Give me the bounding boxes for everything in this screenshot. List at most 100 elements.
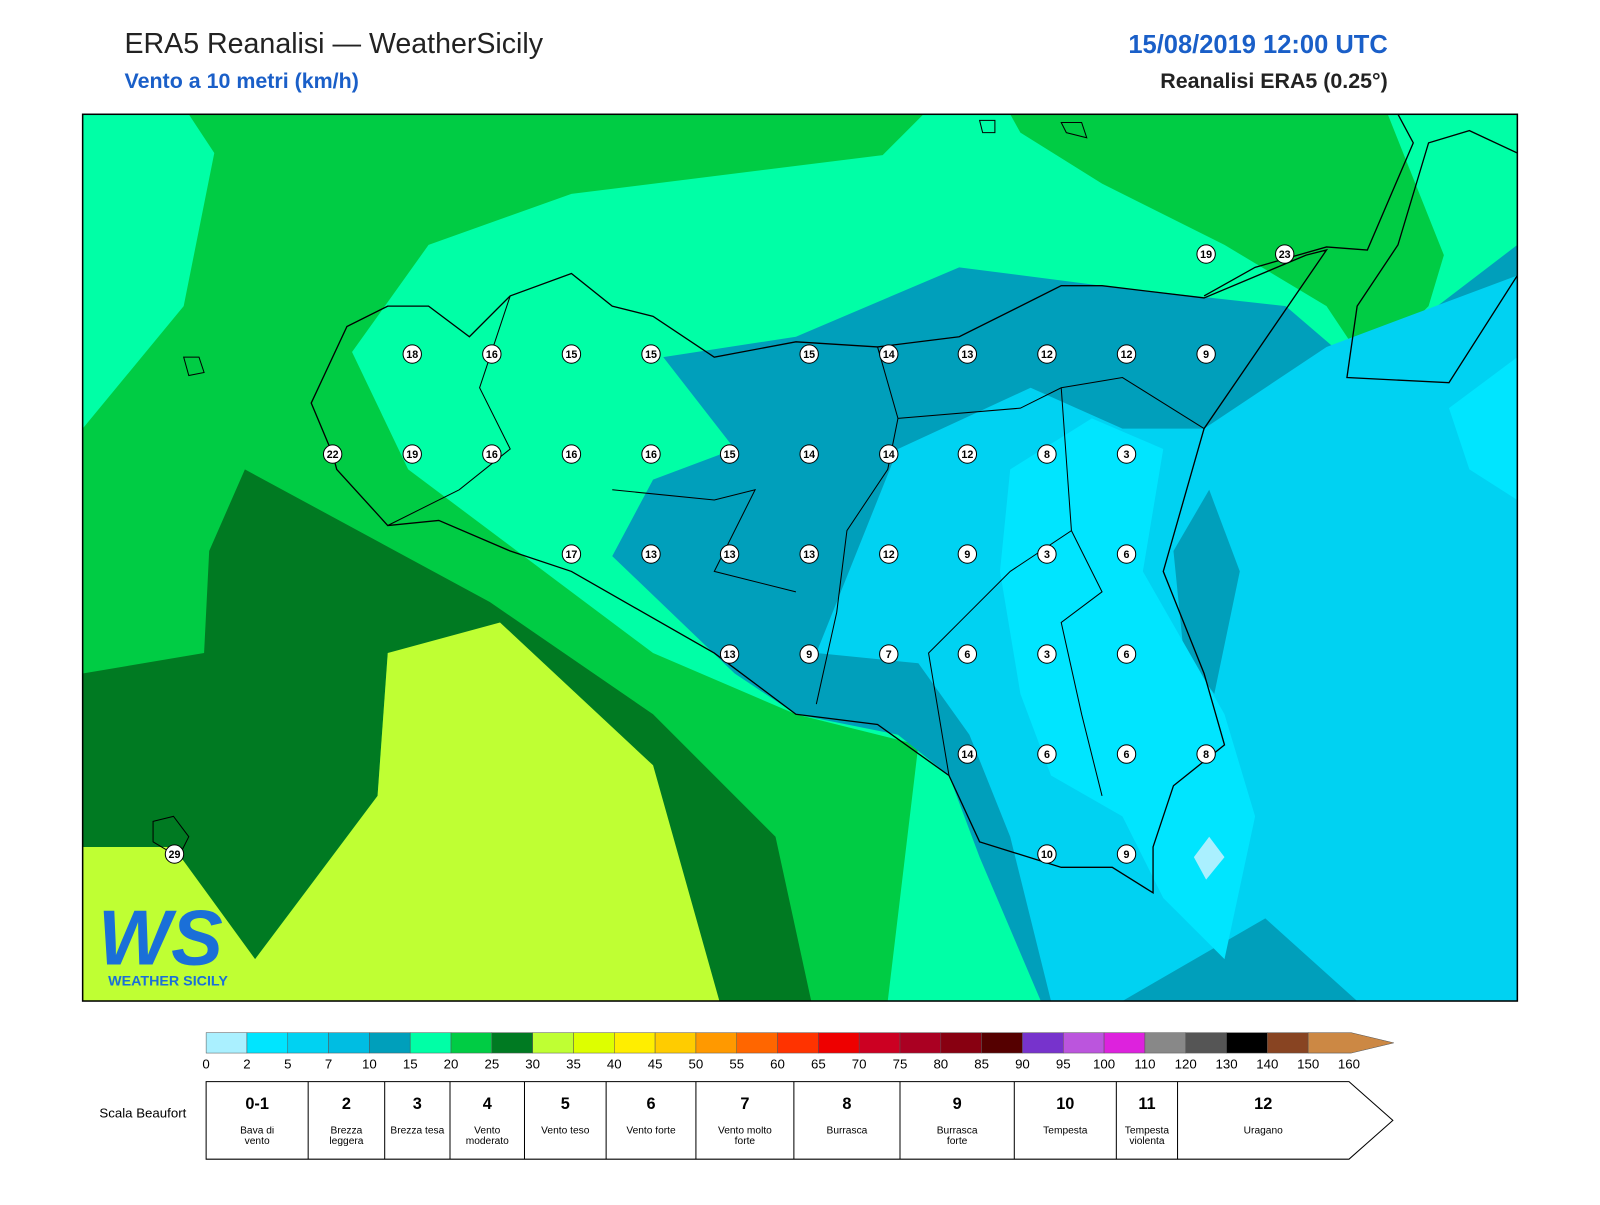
station-value: 19	[406, 449, 418, 461]
station-value: 14	[883, 349, 895, 361]
colorbar-tick-label: 95	[1056, 1056, 1071, 1071]
station-marker	[719, 644, 740, 664]
colorbar-swatch	[818, 1032, 860, 1054]
station-value: 6	[1124, 549, 1130, 561]
station-marker	[879, 344, 899, 364]
beaufort-name-box: Uragano	[1244, 1127, 1283, 1137]
station-marker	[641, 444, 661, 464]
station-marker	[799, 344, 819, 364]
colorbar-tick-label: 7	[325, 1056, 332, 1071]
station-marker	[1116, 644, 1137, 664]
station-marker	[561, 544, 582, 564]
beaufort-force: 0-1	[245, 1095, 269, 1113]
colorbar-tick-label: 160	[1338, 1056, 1360, 1071]
beaufort-frame	[205, 1081, 1394, 1160]
beaufort-force: 12	[1254, 1095, 1272, 1113]
colorbar-swatch	[1267, 1032, 1309, 1054]
colorbar-swatch	[246, 1032, 289, 1054]
colorbar-tick-label: 65	[811, 1056, 826, 1071]
beaufort-force: 8	[842, 1095, 851, 1113]
station-value: 6	[1124, 749, 1130, 761]
station-value: 9	[964, 549, 970, 561]
beaufort-name-box: Tempesta	[1043, 1127, 1087, 1137]
colorbar-swatch	[450, 1032, 493, 1054]
station-marker	[1116, 744, 1137, 764]
colorbar-swatch	[1144, 1032, 1186, 1054]
logo-caption: WEATHER SICILY	[108, 974, 228, 990]
station-value: 8	[1044, 449, 1050, 461]
station-marker	[879, 444, 899, 464]
colorbar-tick-label: 0	[202, 1056, 209, 1071]
beaufort-name-box: Vento molto forte	[718, 1127, 772, 1147]
station-value: 16	[486, 349, 498, 361]
station-marker	[482, 444, 502, 464]
colorbar-tick-label: 2	[243, 1056, 250, 1071]
beaufort-name: Vento moderato	[465, 1126, 509, 1147]
beaufort-name-box: Tempesta violenta	[1125, 1127, 1169, 1147]
station-marker	[1196, 344, 1216, 364]
colorbar-swatch	[1103, 1032, 1146, 1054]
title: ERA5 Reanalisi — WeatherSicily	[124, 28, 543, 60]
colorbar-swatch	[205, 1032, 248, 1054]
beaufort-name-box: Burrasca forte	[937, 1127, 978, 1147]
colorbar-swatch	[369, 1032, 411, 1054]
station-value: 3	[1044, 549, 1050, 561]
beaufort-force: 5	[561, 1095, 570, 1113]
beaufort-force: 11	[1138, 1095, 1155, 1113]
station-marker	[879, 544, 899, 564]
station-value: 16	[486, 449, 498, 461]
station-marker	[879, 644, 899, 664]
colorbar-tick-label: 20	[444, 1056, 459, 1071]
station-value: 3	[1124, 449, 1130, 461]
station-value: 16	[565, 449, 577, 461]
colorbar-tick-label: 140	[1256, 1056, 1278, 1071]
datetime: 15/08/2019 12:00 UTC	[1128, 31, 1387, 59]
beaufort-name-box: Bava di vento	[240, 1126, 275, 1147]
station-value: 10	[1041, 849, 1053, 861]
beaufort-name-box: Brezza leggera	[329, 1126, 364, 1147]
station-value: 22	[327, 449, 339, 461]
station-value: 18	[406, 349, 418, 361]
station-marker	[957, 544, 978, 564]
station-marker	[641, 344, 661, 364]
beaufort-label: Scala Beaufort	[99, 1105, 186, 1120]
colorbar-tick-label: 45	[648, 1056, 663, 1071]
station-marker	[957, 744, 978, 764]
beaufort-force: 3	[413, 1095, 422, 1113]
colorbar-swatch	[573, 1032, 615, 1054]
station-value: 15	[645, 349, 657, 361]
beaufort-name-box: Burrasca	[826, 1126, 868, 1137]
station-marker	[719, 444, 740, 464]
station-marker	[957, 644, 978, 664]
station-value: 16	[645, 449, 657, 461]
station-value: 9	[806, 649, 812, 661]
colorbar-tick-label: 40	[607, 1056, 622, 1071]
map-frame	[81, 113, 1519, 1002]
colorbar-tick-label: 130	[1215, 1056, 1237, 1071]
station-value: 15	[724, 449, 736, 461]
colorbar-tick-label: 85	[974, 1056, 989, 1071]
colorbar-arrow	[1307, 1032, 1394, 1054]
wind-field	[82, 114, 1518, 1002]
beaufort-name: Brezza leggera	[329, 1126, 364, 1147]
colorbar-swatch	[940, 1032, 982, 1054]
station-marker	[1037, 744, 1057, 764]
colorbar-tick-label: 25	[484, 1056, 499, 1071]
station-value: 23	[1279, 249, 1291, 261]
station-marker	[164, 844, 185, 864]
colorbar-swatch	[532, 1032, 574, 1054]
station-marker	[1037, 344, 1057, 364]
beaufort-name: Bava di vento	[240, 1126, 275, 1147]
station-marker	[1116, 444, 1137, 464]
station-marker	[1196, 244, 1216, 264]
station-value: 12	[961, 449, 973, 461]
colorbar-tick-label: 90	[1015, 1056, 1030, 1071]
station-value: 9	[1203, 349, 1209, 361]
station-marker	[799, 444, 819, 464]
station-value: 13	[724, 549, 736, 561]
station-value: 14	[803, 449, 815, 461]
beaufort-name: Burrasca	[826, 1126, 868, 1137]
beaufort-force: 6	[646, 1095, 655, 1113]
station-marker	[561, 444, 582, 464]
